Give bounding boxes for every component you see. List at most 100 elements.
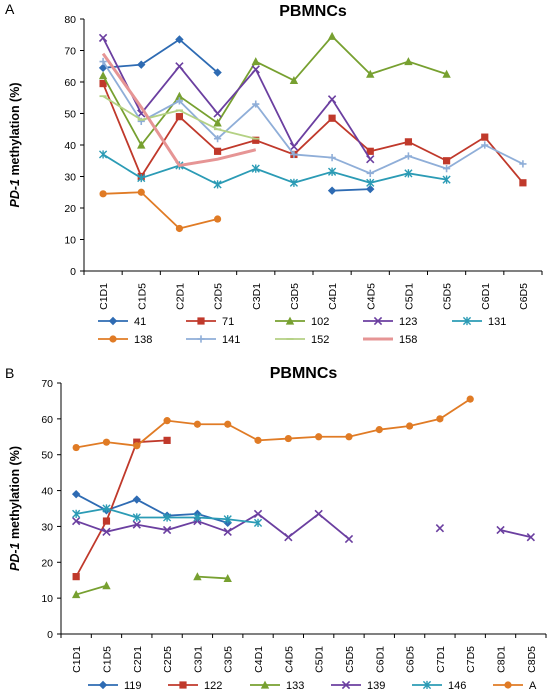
data-point (345, 433, 353, 441)
y-tick-label: 30 (64, 172, 76, 184)
data-point (132, 520, 141, 529)
data-point (98, 71, 108, 80)
data-point (366, 147, 374, 155)
series-line (103, 38, 219, 74)
series-line (102, 83, 524, 184)
data-point (72, 509, 81, 518)
y-tick-label: 70 (41, 378, 53, 390)
data-point (133, 442, 141, 450)
x-tick-label: C3D1 (192, 646, 204, 673)
x-tick-label: C2D1 (132, 646, 144, 673)
data-point (72, 573, 80, 581)
data-point (289, 76, 299, 85)
legend-item: 71 (186, 316, 234, 328)
data-point (327, 95, 337, 104)
data-point (213, 68, 222, 77)
data-point (254, 436, 262, 444)
data-point (328, 114, 336, 122)
x-tick-label: C1D5 (101, 646, 113, 673)
data-point (315, 433, 323, 441)
data-point (526, 533, 536, 542)
chart-title: PBMNCs (279, 3, 347, 20)
y-axis-label-gene: PD-1 (8, 179, 22, 208)
x-tick-label: C5D5 (442, 283, 454, 310)
data-point (99, 57, 107, 66)
legend-label: 152 (311, 334, 329, 346)
series-123 (98, 33, 375, 164)
data-point (193, 513, 202, 522)
y-axis-label: PD-1 methylation (%) (8, 82, 22, 207)
legend-label: 123 (399, 316, 417, 328)
legend-label: 133 (286, 680, 304, 689)
series-line (101, 52, 257, 168)
y-tick-label: 20 (41, 557, 53, 569)
data-point (137, 60, 146, 69)
data-point (213, 147, 222, 155)
legend-item: 146 (412, 680, 466, 689)
data-point (175, 224, 184, 233)
y-tick-label: 50 (41, 450, 53, 462)
x-tick-label: C2D5 (213, 283, 225, 310)
data-point (99, 79, 107, 88)
y-tick-label: 0 (47, 629, 53, 641)
legend-item: 141 (186, 334, 240, 346)
data-point (163, 436, 171, 444)
x-tick-label: C6D5 (405, 646, 417, 673)
y-tick-label: 60 (64, 77, 76, 89)
legend-swatch-marker (422, 680, 432, 689)
data-point (252, 136, 260, 144)
data-point (102, 438, 111, 446)
data-point (496, 525, 505, 535)
data-point (213, 109, 222, 118)
data-point (404, 169, 413, 178)
legend-item: 123 (363, 316, 417, 328)
series-152 (99, 95, 260, 140)
data-point (404, 138, 413, 146)
x-tick-label: C4D1 (253, 646, 265, 673)
x-tick-label: C4D5 (365, 283, 377, 310)
x-tick-label: C1D1 (98, 283, 110, 310)
legend-label: 41 (134, 316, 146, 328)
data-point (405, 422, 414, 430)
legend-item: 139 (331, 680, 385, 689)
legend-item: 119 (88, 680, 142, 689)
x-tick-label: C7D5 (465, 646, 477, 673)
series-line (197, 575, 228, 580)
x-tick-label: C5D1 (403, 283, 415, 310)
y-tick-label: 40 (64, 140, 76, 152)
data-point (223, 515, 232, 524)
data-point (98, 150, 108, 159)
x-tick-label: C4D5 (283, 646, 295, 673)
series-line (75, 439, 168, 578)
data-point (99, 190, 107, 198)
chart-panel-b: B PBMNCs 0 10 20 30 40 50 60 70 C1D1 C1D5 C2D1 C2D5 C3… (5, 365, 547, 689)
data-point (481, 141, 489, 149)
data-point (252, 100, 260, 108)
x-tick-label: C2D5 (162, 646, 174, 673)
data-point (132, 513, 141, 522)
data-point (327, 186, 337, 195)
series-71 (99, 79, 527, 187)
legend-swatch-marker (197, 317, 205, 325)
y-tick-label: 10 (64, 235, 76, 247)
y-axis-label: PD-1 methylation (%) (8, 446, 22, 571)
series-41 (98, 35, 375, 195)
legend-label: 138 (134, 334, 152, 346)
data-point (366, 178, 375, 187)
x-tick-label: C7D1 (435, 646, 447, 673)
data-point (366, 155, 375, 164)
data-point (223, 527, 232, 536)
data-point (71, 590, 81, 599)
panel-label: B (5, 365, 14, 381)
y-tick-label: 50 (64, 109, 76, 121)
y-tick-label: 80 (64, 14, 76, 26)
x-tick-label: C8D5 (526, 646, 538, 673)
legend-item: 102 (275, 316, 329, 328)
legend-swatch-marker (373, 316, 383, 326)
legend-item: 41 (98, 316, 146, 328)
data-point (163, 417, 171, 425)
data-point (253, 518, 263, 527)
x-tick-label: C6D1 (374, 646, 386, 673)
